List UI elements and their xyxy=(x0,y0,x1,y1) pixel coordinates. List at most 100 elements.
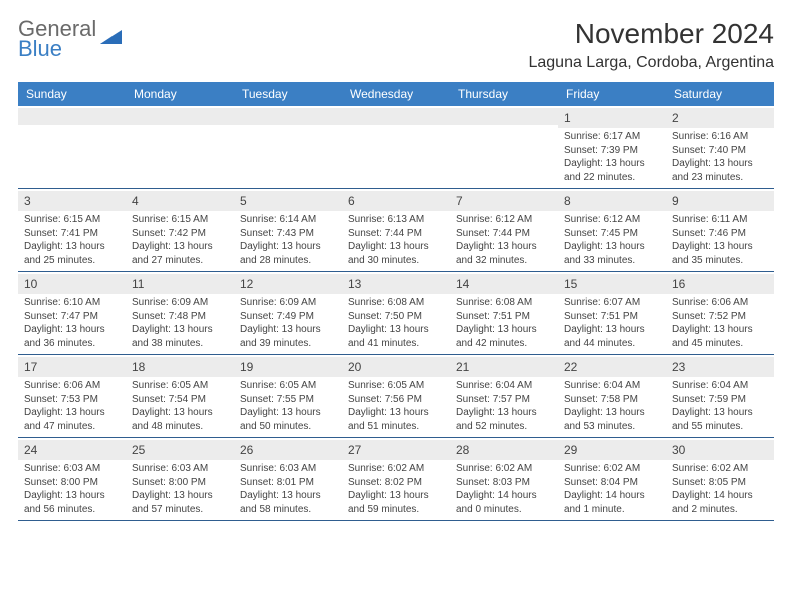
daylight-text: Daylight: 13 hours and 47 minutes. xyxy=(24,406,120,433)
day-num-row: 28 xyxy=(450,440,558,460)
sunset-text: Sunset: 7:42 PM xyxy=(132,227,228,241)
day-cell: 10Sunrise: 6:10 AMSunset: 7:47 PMDayligh… xyxy=(18,272,126,355)
day-num-row xyxy=(234,108,342,125)
day-num-row: 29 xyxy=(558,440,666,460)
day-num-row: 25 xyxy=(126,440,234,460)
day-number: 3 xyxy=(24,194,31,208)
day-detail: Sunrise: 6:04 AMSunset: 7:58 PMDaylight:… xyxy=(564,379,660,433)
day-num-row: 9 xyxy=(666,191,774,211)
day-num-row: 20 xyxy=(342,357,450,377)
day-cell: 25Sunrise: 6:03 AMSunset: 8:00 PMDayligh… xyxy=(126,438,234,521)
sunrise-text: Sunrise: 6:08 AM xyxy=(348,296,444,310)
day-num-row: 15 xyxy=(558,274,666,294)
day-num-row xyxy=(342,108,450,125)
sunrise-text: Sunrise: 6:15 AM xyxy=(24,213,120,227)
day-header: Thursday xyxy=(450,82,558,106)
day-detail: Sunrise: 6:04 AMSunset: 7:57 PMDaylight:… xyxy=(456,379,552,433)
day-detail: Sunrise: 6:04 AMSunset: 7:59 PMDaylight:… xyxy=(672,379,768,433)
daylight-text: Daylight: 13 hours and 30 minutes. xyxy=(348,240,444,267)
day-number: 8 xyxy=(564,194,571,208)
day-cell xyxy=(126,106,234,189)
sunset-text: Sunset: 7:52 PM xyxy=(672,310,768,324)
day-number: 28 xyxy=(456,443,469,457)
sunset-text: Sunset: 7:56 PM xyxy=(348,393,444,407)
day-cell: 4Sunrise: 6:15 AMSunset: 7:42 PMDaylight… xyxy=(126,189,234,272)
sunset-text: Sunset: 7:40 PM xyxy=(672,144,768,158)
day-detail: Sunrise: 6:03 AMSunset: 8:01 PMDaylight:… xyxy=(240,462,336,516)
sunset-text: Sunset: 7:50 PM xyxy=(348,310,444,324)
day-number: 6 xyxy=(348,194,355,208)
day-cell: 3 Sunrise: 6:15 AMSunset: 7:41 PMDaylight… xyxy=(18,189,126,272)
day-number: 14 xyxy=(456,277,469,291)
day-number: 9 xyxy=(672,194,679,208)
sunset-text: Sunset: 8:05 PM xyxy=(672,476,768,490)
sunset-text: Sunset: 8:04 PM xyxy=(564,476,660,490)
day-number: 1 xyxy=(564,111,571,125)
sunset-text: Sunset: 8:00 PM xyxy=(24,476,120,490)
day-cell: 28Sunrise: 6:02 AMSunset: 8:03 PMDayligh… xyxy=(450,438,558,521)
sunrise-text: Sunrise: 6:03 AM xyxy=(132,462,228,476)
daylight-text: Daylight: 13 hours and 38 minutes. xyxy=(132,323,228,350)
day-cell: 5 Sunrise: 6:14 AMSunset: 7:43 PMDaylight… xyxy=(234,189,342,272)
day-number: 17 xyxy=(24,360,37,374)
day-number: 5 xyxy=(240,194,247,208)
day-number: 13 xyxy=(348,277,361,291)
day-detail: Sunrise: 6:02 AMSunset: 8:05 PMDaylight:… xyxy=(672,462,768,516)
sunrise-text: Sunrise: 6:12 AM xyxy=(456,213,552,227)
logo-line2: Blue xyxy=(18,38,96,60)
day-cell: 7 Sunrise: 6:12 AMSunset: 7:44 PMDaylight… xyxy=(450,189,558,272)
daylight-text: Daylight: 13 hours and 22 minutes. xyxy=(564,157,660,184)
day-number: 21 xyxy=(456,360,469,374)
day-detail: Sunrise: 6:15 AMSunset: 7:41 PMDaylight:… xyxy=(24,213,120,267)
day-detail: Sunrise: 6:09 AMSunset: 7:49 PMDaylight:… xyxy=(240,296,336,350)
day-num-row: 21 xyxy=(450,357,558,377)
daylight-text: Daylight: 13 hours and 44 minutes. xyxy=(564,323,660,350)
sunrise-text: Sunrise: 6:15 AM xyxy=(132,213,228,227)
sunset-text: Sunset: 7:58 PM xyxy=(564,393,660,407)
week-row: 17Sunrise: 6:06 AMSunset: 7:53 PMDayligh… xyxy=(18,355,774,438)
week-row: 10Sunrise: 6:10 AMSunset: 7:47 PMDayligh… xyxy=(18,272,774,355)
sunset-text: Sunset: 7:57 PM xyxy=(456,393,552,407)
sunrise-text: Sunrise: 6:02 AM xyxy=(672,462,768,476)
daylight-text: Daylight: 13 hours and 28 minutes. xyxy=(240,240,336,267)
sunrise-text: Sunrise: 6:09 AM xyxy=(240,296,336,310)
sunset-text: Sunset: 7:48 PM xyxy=(132,310,228,324)
day-number: 10 xyxy=(24,277,37,291)
day-cell: 13Sunrise: 6:08 AMSunset: 7:50 PMDayligh… xyxy=(342,272,450,355)
sunrise-text: Sunrise: 6:04 AM xyxy=(672,379,768,393)
day-cell: 22Sunrise: 6:04 AMSunset: 7:58 PMDayligh… xyxy=(558,355,666,438)
day-detail: Sunrise: 6:15 AMSunset: 7:42 PMDaylight:… xyxy=(132,213,228,267)
day-detail: Sunrise: 6:16 AMSunset: 7:40 PMDaylight:… xyxy=(672,130,768,184)
day-cell: 18Sunrise: 6:05 AMSunset: 7:54 PMDayligh… xyxy=(126,355,234,438)
day-detail: Sunrise: 6:14 AMSunset: 7:43 PMDaylight:… xyxy=(240,213,336,267)
sunset-text: Sunset: 7:43 PM xyxy=(240,227,336,241)
day-cell: 23Sunrise: 6:04 AMSunset: 7:59 PMDayligh… xyxy=(666,355,774,438)
day-number: 11 xyxy=(132,277,144,291)
sunset-text: Sunset: 7:59 PM xyxy=(672,393,768,407)
day-cell: 1Sunrise: 6:17 AMSunset: 7:39 PMDaylight… xyxy=(558,106,666,189)
sunset-text: Sunset: 8:02 PM xyxy=(348,476,444,490)
day-cell xyxy=(450,106,558,189)
day-header: Sunday xyxy=(18,82,126,106)
daylight-text: Daylight: 13 hours and 51 minutes. xyxy=(348,406,444,433)
day-num-row: 23 xyxy=(666,357,774,377)
day-number: 7 xyxy=(456,194,463,208)
day-header: Monday xyxy=(126,82,234,106)
day-num-row xyxy=(18,108,126,125)
sunrise-text: Sunrise: 6:12 AM xyxy=(564,213,660,227)
sunrise-text: Sunrise: 6:04 AM xyxy=(564,379,660,393)
day-header: Saturday xyxy=(666,82,774,106)
sunrise-text: Sunrise: 6:04 AM xyxy=(456,379,552,393)
sunrise-text: Sunrise: 6:05 AM xyxy=(132,379,228,393)
day-number: 25 xyxy=(132,443,145,457)
calendar: SundayMondayTuesdayWednesdayThursdayFrid… xyxy=(18,82,774,521)
day-cell: 26Sunrise: 6:03 AMSunset: 8:01 PMDayligh… xyxy=(234,438,342,521)
day-number: 2 xyxy=(672,111,679,125)
day-num-row: 5 xyxy=(234,191,342,211)
day-detail: Sunrise: 6:12 AMSunset: 7:44 PMDaylight:… xyxy=(456,213,552,267)
header: General Blue November 2024 Laguna Larga,… xyxy=(18,18,774,72)
daylight-text: Daylight: 13 hours and 23 minutes. xyxy=(672,157,768,184)
sunset-text: Sunset: 7:46 PM xyxy=(672,227,768,241)
daylight-text: Daylight: 13 hours and 33 minutes. xyxy=(564,240,660,267)
daylight-text: Daylight: 13 hours and 27 minutes. xyxy=(132,240,228,267)
